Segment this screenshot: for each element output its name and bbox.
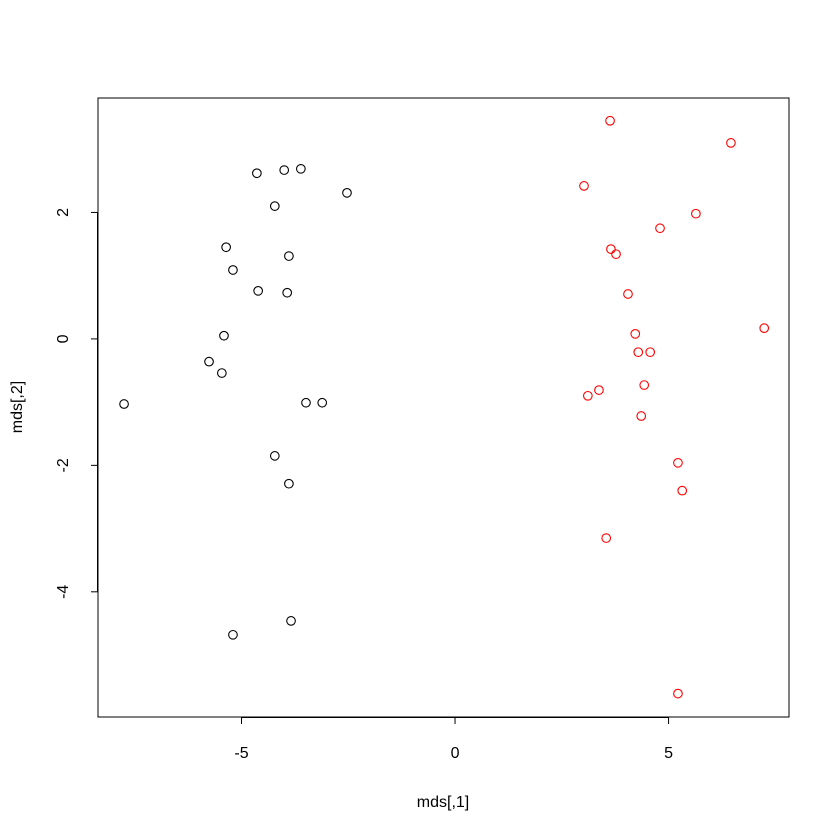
y-tick-label: -2 [55,458,72,472]
x-axis-label: mds[,1] [417,794,469,811]
point [219,330,229,341]
point [623,289,633,299]
point [579,181,589,191]
point [284,478,294,489]
point [252,168,262,179]
point [286,616,296,626]
y-tick-label: 0 [55,334,72,343]
point [253,285,264,296]
point [582,390,593,401]
point [204,356,214,367]
point [636,411,647,421]
point [119,399,129,409]
x-tick-label: 5 [664,745,673,762]
point [655,223,665,234]
point [228,265,238,275]
point [342,187,352,198]
point [759,323,770,333]
x-tick-label: -5 [234,745,248,762]
point [284,251,294,261]
point [726,138,736,148]
point [677,485,688,496]
point [269,201,280,211]
plot-frame [97,97,790,718]
point [611,249,621,260]
point [279,165,290,175]
point [296,163,306,174]
point [317,397,328,408]
y-axis-label: mds[,2] [9,381,26,433]
point [601,533,612,543]
point [630,328,641,339]
point [639,380,650,390]
y-tick-label: 2 [55,208,72,217]
point [633,347,644,358]
point [673,688,683,699]
x-tick-label: 0 [451,745,460,762]
point [691,208,701,219]
point [282,287,293,298]
point [228,629,238,640]
point [301,397,311,408]
point [269,451,280,461]
point [594,385,604,395]
point [605,115,615,126]
y-tick-label: -4 [55,585,72,599]
point [673,457,683,468]
point [221,242,231,253]
point [645,347,656,358]
point [217,368,227,378]
point [606,244,616,254]
